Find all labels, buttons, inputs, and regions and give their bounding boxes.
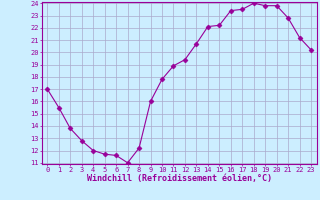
X-axis label: Windchill (Refroidissement éolien,°C): Windchill (Refroidissement éolien,°C) [87,174,272,183]
